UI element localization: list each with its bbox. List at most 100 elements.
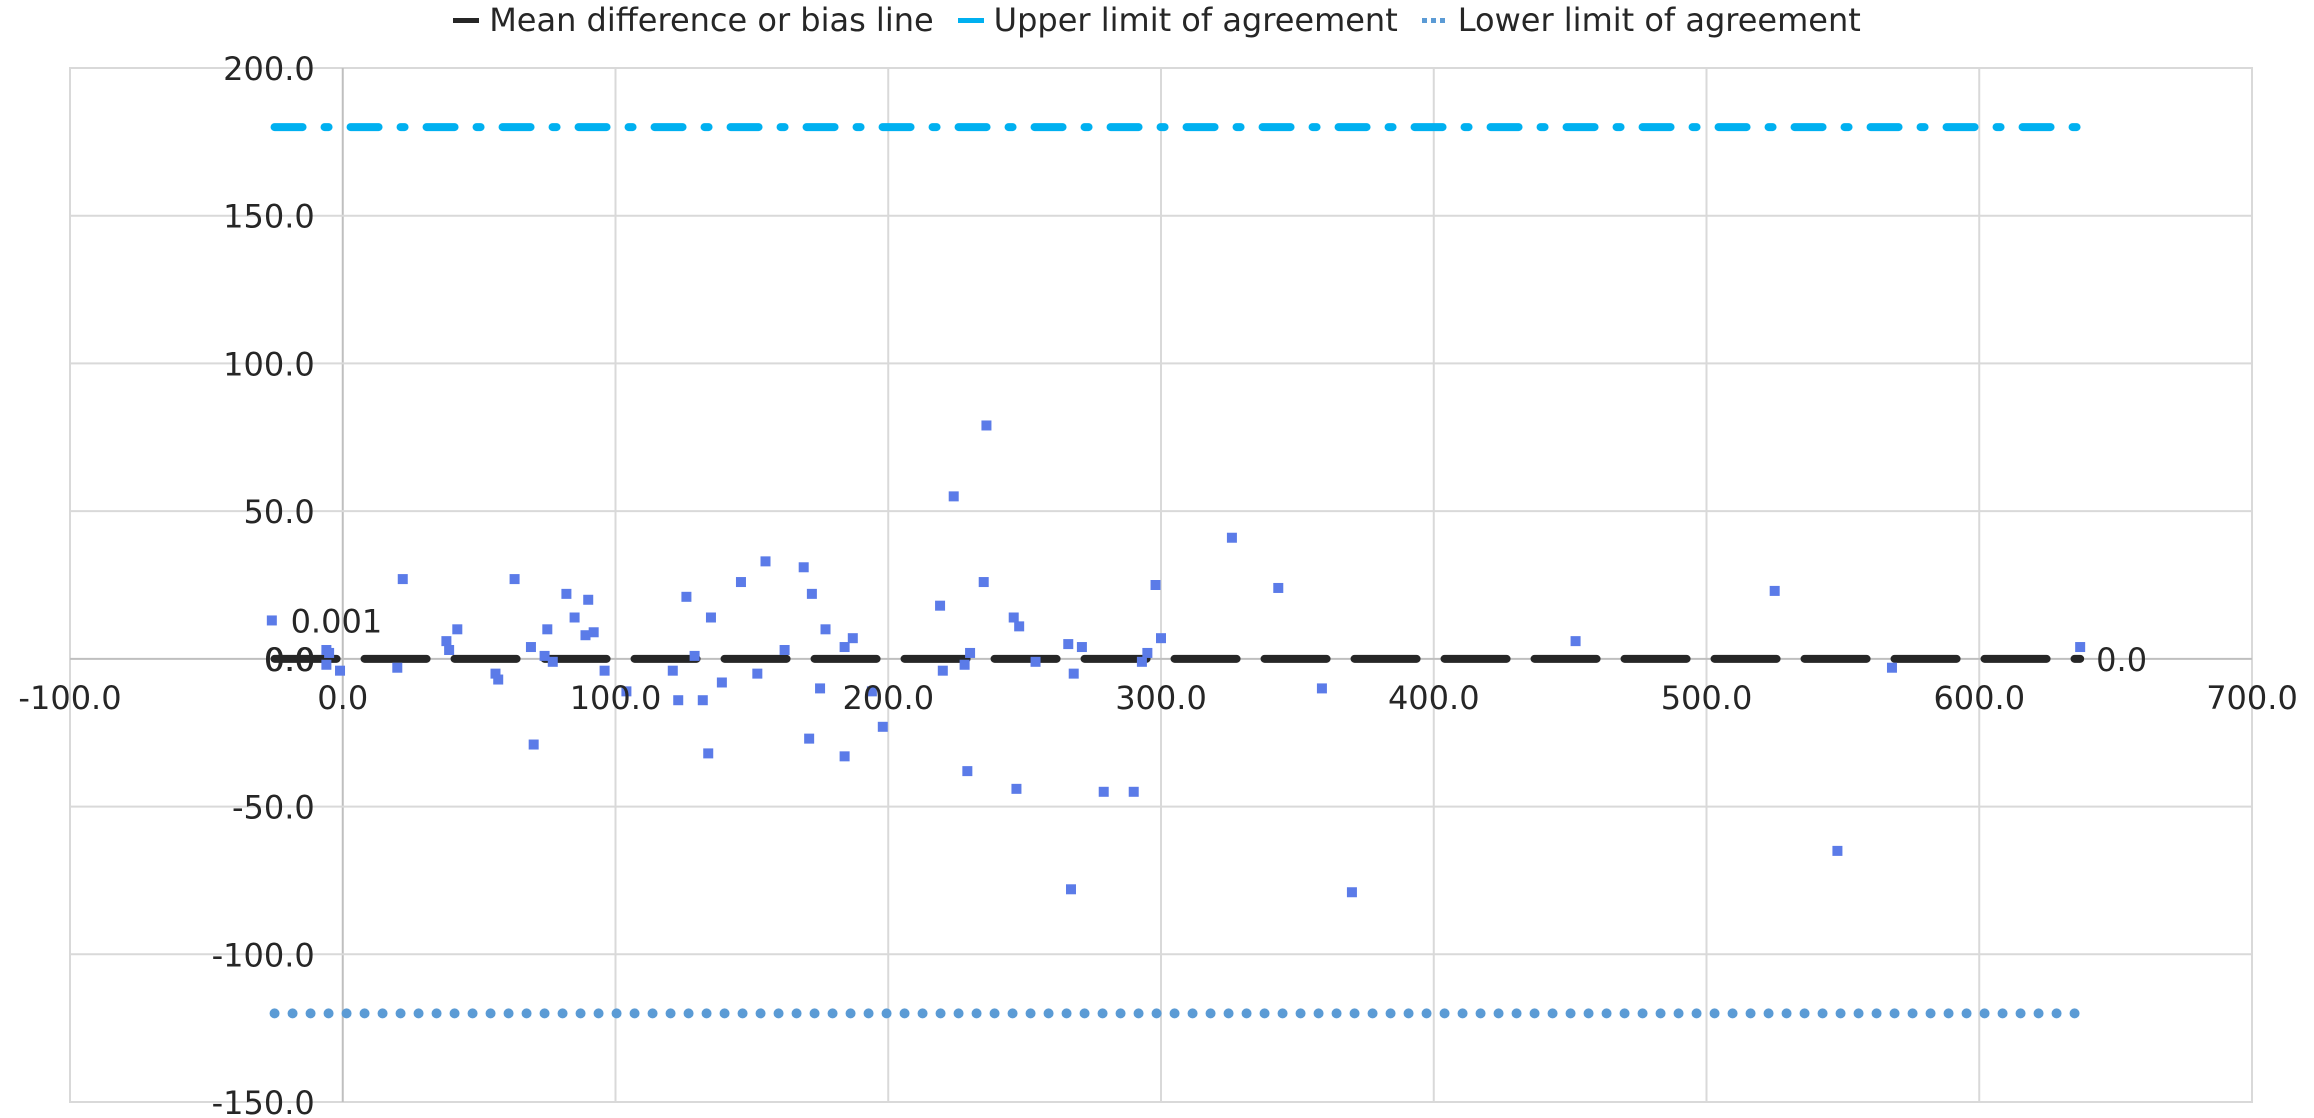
data-point-19 [569,612,580,623]
data-point-9 [452,624,463,635]
legend-item-bias: Mean difference or bias line [453,1,934,39]
legend-swatch-upper [957,17,984,23]
data-point-51 [962,766,973,777]
data-point-41 [820,624,831,635]
data-point-4 [335,665,346,676]
grid-lines [70,68,2252,1102]
data-point-44 [847,633,858,644]
data-point-16 [542,624,553,635]
data-point-59 [1063,639,1074,650]
data-label-1: 0.0 [265,641,316,679]
data-point-7 [441,636,452,647]
data-point-62 [1076,642,1087,653]
data-point-42 [839,642,850,653]
data-point-40 [815,683,826,694]
data-point-39 [804,733,815,744]
data-point-66 [1142,647,1153,658]
data-point-64 [1128,786,1139,797]
data-point-23 [599,665,610,676]
data-point-36 [779,644,790,655]
data-point-77 [2075,642,2086,653]
data-label-2: 0.0 [2096,641,2147,679]
x-tick-label-6: 500.0 [1661,679,1753,717]
data-point-33 [735,577,746,588]
data-point-67 [1150,580,1161,590]
data-point-14 [528,739,539,750]
data-point-55 [1008,612,1019,623]
data-point-22 [588,627,599,638]
y-tick-label-4: 0.0 [264,641,315,679]
data-point-24 [621,686,632,697]
data-point-56 [1011,783,1022,794]
data-label-0: 0.001 [291,602,383,640]
data-point-11 [493,674,504,685]
data-point-45 [866,686,877,697]
y-tick-label-6: -100.0 [212,936,315,974]
data-point-20 [580,630,591,641]
chart-legend: Mean difference or bias line Upper limit… [0,0,2314,40]
data-point-57 [1014,621,1025,632]
data-point-58 [1030,656,1041,667]
data-point-25 [667,665,678,676]
data-points [266,420,2086,898]
data-point-68 [1156,633,1166,644]
data-point-47 [935,600,946,611]
x-tick-label-2: 100.0 [570,679,662,717]
data-point-8 [444,644,455,655]
data-point-3 [321,659,332,670]
x-tick-label-3: 200.0 [842,679,934,717]
y-tick-labels: 200.0 150.0 100.0 50.0 0.0 -50.0 -100.0 -150.0 [212,50,315,1118]
data-point-13 [525,642,536,653]
data-point-52 [965,647,976,658]
data-point-76 [1886,662,1897,673]
y-tick-label-2: 100.0 [223,345,315,383]
legend-swatch-bias [453,17,480,23]
data-point-30 [705,612,716,623]
data-point-73 [1570,636,1581,647]
x-tick-label-1: 0.0 [317,679,368,717]
legend-label-bias: Mean difference or bias line [489,1,934,39]
legend-label-upper: Upper limit of agreement [993,1,1398,39]
data-point-27 [681,591,692,602]
data-point-31 [703,748,714,759]
data-point-0 [266,615,277,626]
y-tick-label-1: 150.0 [223,198,315,236]
x-tick-label-0: -100.0 [18,679,121,717]
x-tick-labels: -100.0 0.0 100.0 200.0 300.0 400.0 500.0 600.0 7… [18,679,2297,717]
data-point-60 [1065,884,1076,895]
data-point-32 [716,677,727,688]
data-point-17 [547,656,558,667]
data-point-18 [561,588,572,599]
data-point-70 [1273,582,1284,593]
y-tick-label-0: 200.0 [223,50,315,88]
data-point-38 [806,588,817,599]
data-point-37 [798,562,809,573]
data-point-75 [1832,845,1843,856]
data-point-35 [760,556,771,567]
data-point-28 [689,650,700,661]
data-point-6 [397,574,408,585]
data-point-48 [937,665,948,676]
data-point-26 [673,695,684,706]
data-point-21 [583,594,594,605]
data-point-43 [839,751,850,762]
data-point-49 [948,491,959,502]
legend-swatch-lower [1421,17,1448,23]
data-point-2 [324,647,335,658]
x-tick-label-7: 600.0 [1933,679,2025,717]
x-tick-label-8: 700.0 [2206,679,2298,717]
legend-item-lower: Lower limit of agreement [1421,1,1861,39]
data-point-71 [1316,683,1327,694]
data-point-72 [1346,887,1357,898]
data-point-10 [490,668,501,679]
data-point-53 [978,577,989,588]
x-tick-label-5: 400.0 [1388,679,1480,717]
y-tick-label-5: -50.0 [232,789,315,827]
data-point-63 [1098,786,1109,797]
data-point-34 [752,668,763,679]
data-point-61 [1068,668,1079,679]
y-tick-label-7: -150.0 [212,1084,315,1118]
data-point-54 [981,420,992,431]
